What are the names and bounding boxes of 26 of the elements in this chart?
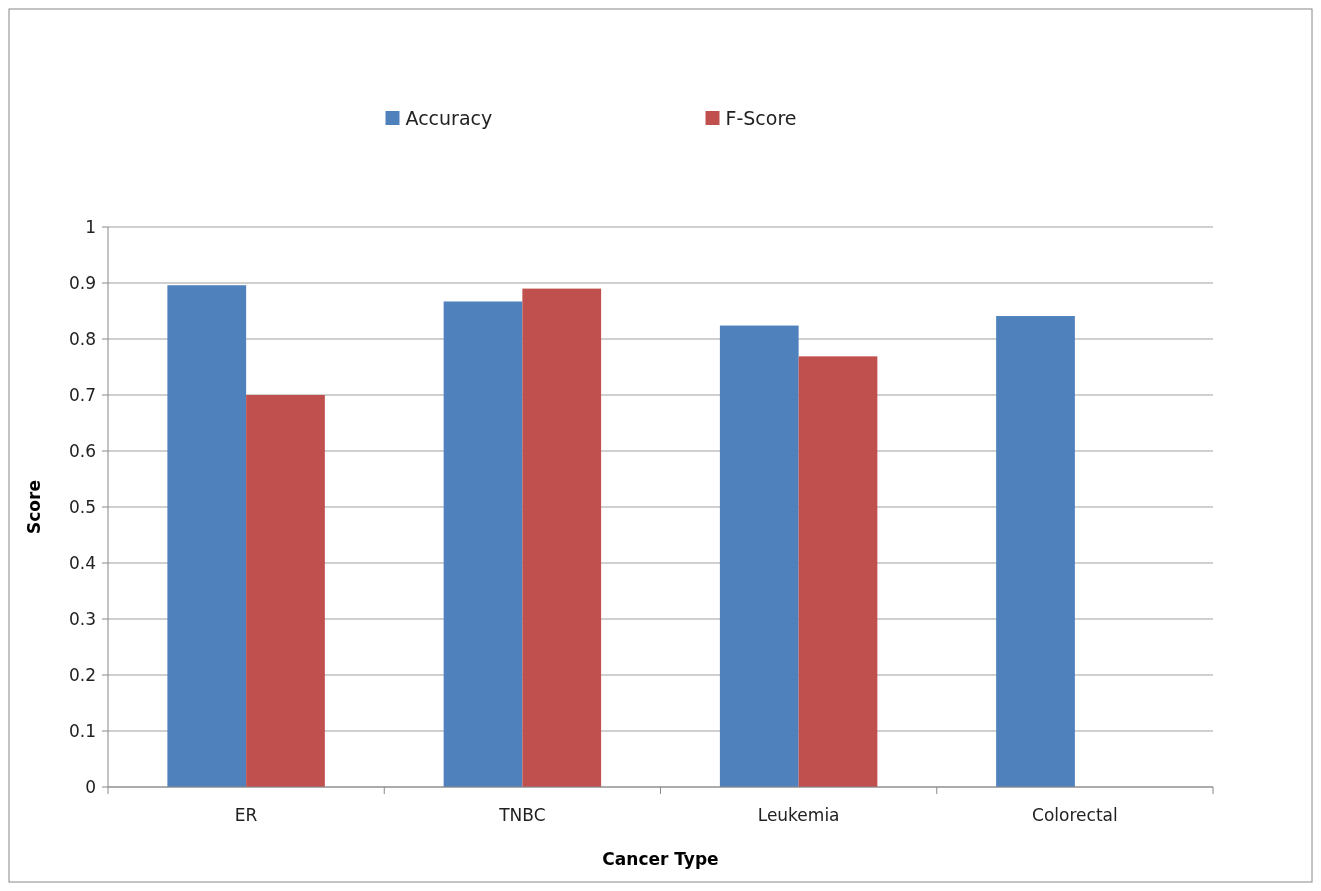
y-tick-label: 0.3 [68, 608, 96, 629]
bar [246, 395, 325, 787]
bar [719, 325, 799, 787]
y-tick-label: 0.1 [68, 720, 96, 741]
x-axis-title: Cancer Type [602, 849, 719, 869]
y-tick-label: 0.5 [68, 496, 96, 517]
x-tick-label: Leukemia [757, 805, 840, 825]
legend-label: Accuracy [405, 106, 493, 129]
legend-label: F-Score [725, 106, 797, 129]
x-tick-label: ER [234, 805, 258, 825]
y-tick-label: 1 [85, 216, 96, 237]
bar [996, 316, 1075, 787]
y-tick-label: 0.7 [68, 384, 96, 405]
y-tick-label: 0.8 [68, 328, 96, 349]
bar [443, 301, 523, 787]
bar [522, 288, 602, 787]
y-tick-label: 0 [85, 776, 96, 797]
bar [798, 356, 878, 787]
y-axis-title: Score [24, 480, 44, 534]
bar [167, 285, 247, 787]
y-tick-label: 0.9 [68, 272, 96, 293]
y-tick-label: 0.4 [68, 552, 96, 573]
x-tick-label: TNBC [498, 805, 546, 825]
y-tick-label: 0.6 [68, 440, 96, 461]
x-tick-label: Colorectal [1032, 805, 1118, 825]
y-tick-label: 0.2 [68, 664, 96, 685]
